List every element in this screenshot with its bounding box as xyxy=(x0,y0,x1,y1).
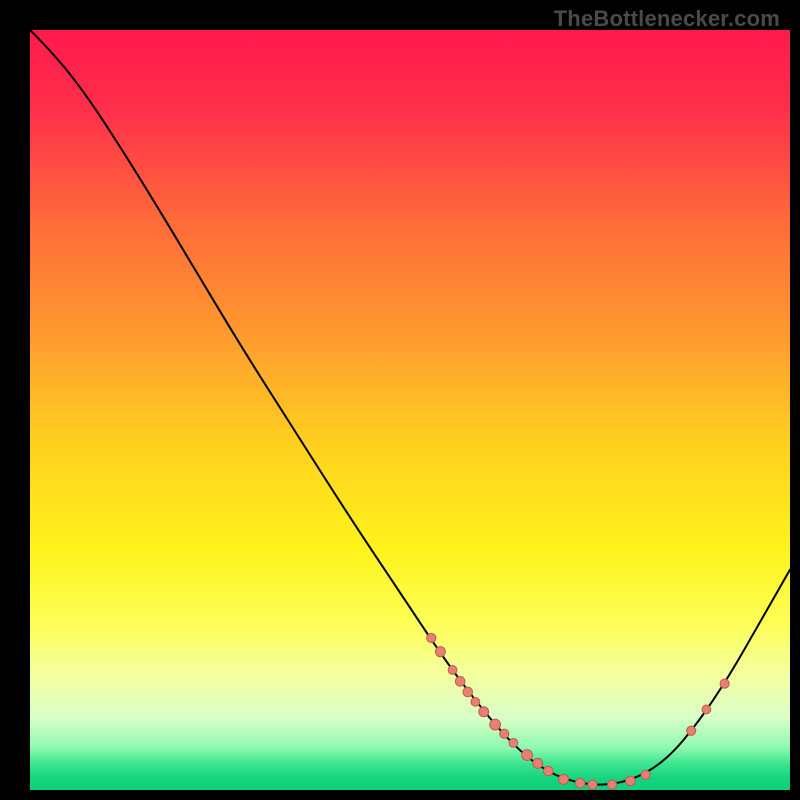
plot-area xyxy=(30,30,790,790)
curve-marker xyxy=(500,729,509,738)
watermark-text: TheBottlenecker.com xyxy=(554,6,780,32)
curve-marker xyxy=(455,677,465,687)
curve-marker xyxy=(588,780,597,789)
curve-marker xyxy=(463,687,473,697)
curve-marker xyxy=(702,705,711,714)
plot-background xyxy=(30,30,790,790)
curve-marker xyxy=(435,647,445,657)
chart-frame: TheBottlenecker.com xyxy=(0,0,800,800)
curve-marker xyxy=(427,633,436,642)
curve-marker xyxy=(490,719,501,730)
curve-marker xyxy=(720,679,729,688)
curve-marker xyxy=(509,738,518,747)
curve-marker xyxy=(471,697,480,706)
curve-marker xyxy=(448,666,457,675)
curve-marker xyxy=(687,726,696,735)
plot-svg xyxy=(30,30,790,790)
curve-marker xyxy=(559,774,569,784)
curve-marker xyxy=(479,707,489,717)
curve-marker xyxy=(522,750,533,761)
curve-marker xyxy=(626,776,636,786)
curve-marker xyxy=(575,778,585,788)
curve-marker xyxy=(641,770,650,779)
curve-marker xyxy=(544,766,554,776)
curve-marker xyxy=(533,758,543,768)
curve-marker xyxy=(608,780,617,789)
